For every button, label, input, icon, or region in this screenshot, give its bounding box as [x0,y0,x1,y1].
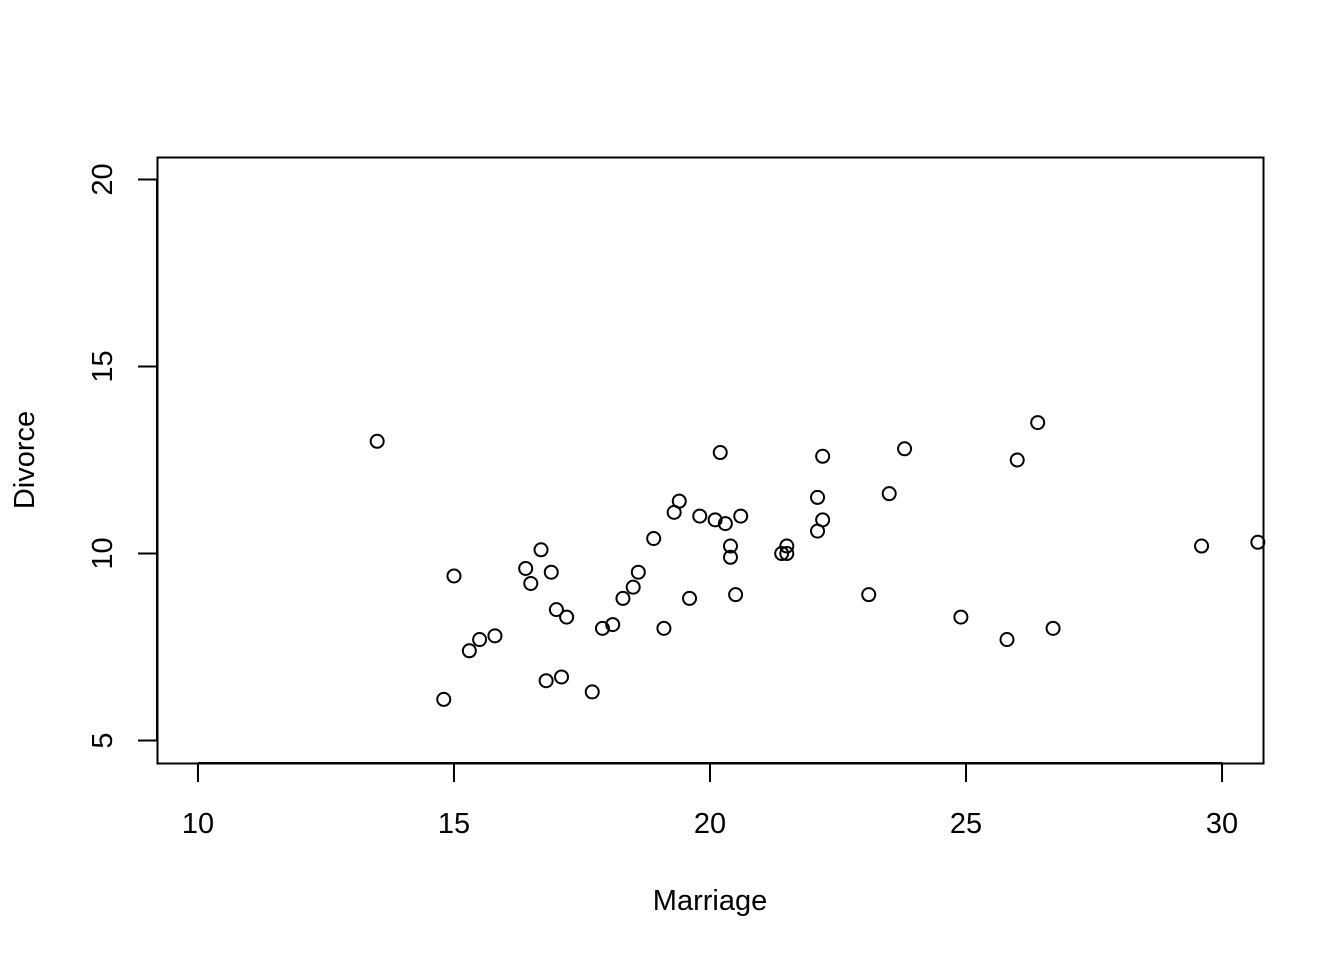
data-point [656,620,672,636]
data-point [1009,452,1025,468]
x-tick-label: 30 [1206,808,1238,840]
data-point [369,433,385,449]
data-point [728,587,744,603]
y-tick-label: 10 [87,537,119,569]
data-point [897,441,913,457]
data-point [646,531,662,547]
data-point [682,590,698,606]
x-tick-label: 10 [182,808,214,840]
data-points [369,415,1266,707]
y-tick-label: 15 [87,350,119,382]
data-point [487,628,503,644]
x-tick-label: 15 [438,808,470,840]
data-point [722,538,738,554]
data-point [1194,538,1210,554]
data-point [559,609,575,625]
data-point [881,486,897,502]
data-point [472,632,488,648]
data-point [722,549,738,565]
data-point [605,617,621,633]
data-point [815,512,831,528]
data-point [671,493,687,509]
y-axis: 5 10 15 20 [87,163,158,749]
data-point [1030,415,1046,431]
data-point [779,546,795,562]
data-point [594,620,610,636]
data-point [779,538,795,554]
data-point [774,546,790,562]
data-point [584,684,600,700]
data-point [861,587,877,603]
data-point [953,609,969,625]
data-point [538,673,554,689]
data-point [712,445,728,461]
data-point [999,632,1015,648]
data-point [625,579,641,595]
x-axis: 10 15 20 25 30 [182,762,1238,840]
data-point [717,516,733,532]
data-point [533,542,549,558]
data-point [707,512,723,528]
x-tick-label: 25 [950,808,982,840]
data-point [615,590,631,606]
data-point [554,669,570,685]
data-point [733,508,749,524]
x-axis-title: Marriage [653,885,767,917]
data-point [810,489,826,505]
data-point [692,508,708,524]
data-point [523,575,539,591]
data-point [518,560,534,576]
data-point [436,691,452,707]
data-point [461,643,477,659]
data-point [548,602,564,618]
data-point [1045,620,1061,636]
y-axis-title: Divorce [9,411,41,509]
y-tick-label: 5 [87,732,119,748]
data-point [630,564,646,580]
y-tick-label: 20 [87,163,119,195]
x-tick-label: 20 [694,808,726,840]
data-point [815,448,831,464]
data-point [446,568,462,584]
data-point [543,564,559,580]
